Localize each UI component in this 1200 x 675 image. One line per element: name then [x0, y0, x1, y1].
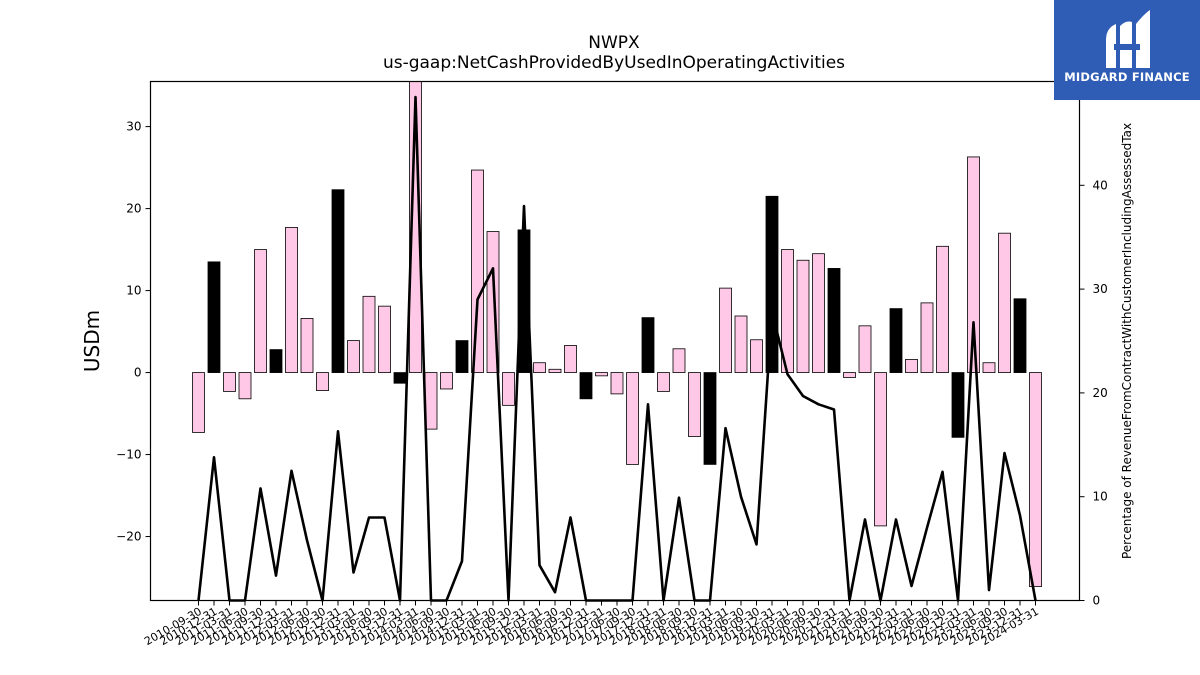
bar-2020-09-30 — [812, 253, 825, 373]
bar-2013-12-31 — [393, 372, 407, 384]
right-tick-label: 0 — [1093, 594, 1101, 608]
bar-2018-09-30 — [688, 372, 701, 437]
bar-2020-12-31 — [827, 268, 841, 373]
left-tick-label: 20 — [126, 202, 141, 216]
bar-2010-12-31 — [207, 261, 221, 373]
bar-2016-09-30 — [564, 345, 577, 373]
bar-2014-12-31 — [455, 340, 469, 373]
bar-2012-03-31 — [285, 227, 298, 373]
bar-2019-03-31 — [719, 287, 732, 373]
y2-axis-label: Percentage of RevenueFromContractWithCus… — [1120, 123, 1134, 559]
bar-2022-06-30 — [920, 302, 934, 373]
bar-2023-06-30 — [982, 362, 996, 373]
bar-2022-09-30 — [936, 245, 949, 373]
bar-2012-12-31 — [331, 189, 345, 373]
bar-2018-06-30 — [672, 348, 686, 373]
bar-2021-03-31 — [843, 372, 856, 378]
bar-2019-06-30 — [734, 315, 748, 373]
bar-2011-12-31 — [269, 349, 283, 373]
right-tick-label: 40 — [1093, 178, 1108, 192]
bar-2011-09-30 — [254, 249, 267, 373]
bar-2017-06-30 — [610, 372, 624, 395]
y-axis-label: USDm — [80, 310, 104, 372]
bar-2013-09-30 — [378, 305, 391, 373]
bar-2014-09-30 — [440, 372, 453, 390]
right-tick-label: 30 — [1093, 282, 1108, 296]
bar-2023-12-31 — [1013, 298, 1027, 373]
left-tick-label: 0 — [134, 366, 142, 380]
revenue-percentage-line — [197, 95, 1037, 602]
brand-logo: MIDGARD FINANCE — [1054, 0, 1200, 100]
bar-2021-09-30 — [874, 372, 887, 527]
left-tick-label: 30 — [126, 120, 141, 134]
bar-2013-06-30 — [362, 295, 376, 373]
bar-2017-09-30 — [626, 372, 639, 465]
bar-2016-06-30 — [548, 368, 562, 373]
bar-2018-03-31 — [657, 372, 670, 392]
bar-2024-03-31 — [1029, 372, 1042, 587]
bar-2016-03-31 — [533, 362, 546, 373]
bar-2022-12-31 — [951, 372, 965, 438]
left-tick-label: −20 — [116, 530, 141, 544]
bar-2018-12-31 — [703, 372, 717, 465]
plot-frame — [149, 80, 1081, 602]
bar-2019-12-31 — [765, 195, 779, 373]
bar-2010-09-30 — [192, 372, 205, 433]
bar-2016-12-31 — [579, 372, 593, 400]
chart-subtitle: us-gaap:NetCashProvidedByUsedInOperating… — [383, 53, 845, 73]
bar-2011-03-31 — [223, 372, 236, 392]
x-axis-ticks: 2010-09-302010-12-312011-03-312011-06-30… — [142, 600, 1041, 648]
right-tick-label: 20 — [1093, 386, 1108, 400]
bar-2011-06-30 — [238, 372, 252, 400]
left-tick-label: 10 — [126, 284, 141, 298]
bar-2023-03-31 — [967, 156, 980, 373]
bar-2015-03-31 — [471, 169, 484, 373]
right-axis-ticks: 0 10 20 30 40 — [1079, 178, 1108, 608]
right-tick-label: 10 — [1093, 490, 1108, 504]
bar-2012-06-30 — [300, 318, 314, 373]
logo-mark-icon — [1106, 10, 1150, 68]
bar-2023-09-30 — [998, 232, 1011, 373]
bar-2014-06-30 — [424, 372, 438, 430]
chart-title: NWPX — [588, 33, 640, 53]
line-series — [197, 95, 1037, 602]
bar-2017-12-31 — [641, 317, 655, 373]
bar-2021-12-31 — [889, 308, 903, 373]
bar-2019-09-30 — [750, 339, 763, 373]
logo-text: MIDGARD FINANCE — [1064, 70, 1190, 84]
left-axis-ticks: −20 −10 0 10 20 30 — [116, 120, 151, 544]
bar-2015-09-30 — [502, 372, 515, 406]
bar-2012-09-30 — [316, 372, 329, 392]
bar-2020-06-30 — [796, 259, 810, 373]
bar-2013-03-31 — [347, 340, 360, 373]
bar-2017-03-31 — [595, 372, 608, 377]
bar-2022-03-31 — [905, 359, 918, 373]
bar-2021-06-30 — [858, 325, 872, 373]
bar-series — [192, 81, 1042, 587]
left-tick-label: −10 — [116, 448, 141, 462]
